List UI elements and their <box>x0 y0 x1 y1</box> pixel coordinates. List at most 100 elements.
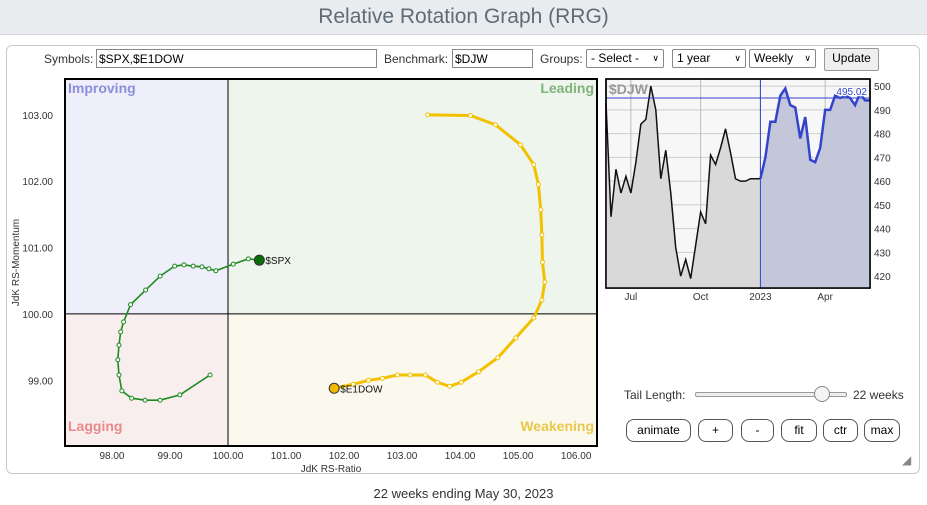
update-button[interactable]: Update <box>824 48 879 71</box>
tail-point <box>129 395 135 401</box>
tail-point <box>538 207 544 213</box>
benchmark-chart: 420 430 440 450 460 470 480 490 500 Jul Oct 2023 Apr… <box>605 78 891 303</box>
tail-point <box>190 263 196 269</box>
y-tick-label: 440 <box>874 225 891 236</box>
tail-point <box>394 372 400 378</box>
y-tick-label: 490 <box>874 106 891 117</box>
tail-point <box>118 329 124 335</box>
tail-point <box>422 372 428 378</box>
quadrant-label-improving: Improving <box>68 80 136 96</box>
animate-button[interactable]: animate <box>626 419 691 442</box>
tail-point <box>230 261 236 267</box>
tail-length-value: 22 weeks <box>853 388 904 402</box>
tail-point <box>531 162 537 168</box>
last-value-label: 495.02 <box>836 87 867 98</box>
tail-point <box>468 113 474 119</box>
center-button[interactable]: ctr <box>823 419 858 442</box>
frequency-select[interactable]: Weekly ∨ <box>749 49 816 68</box>
tail-point <box>213 268 219 274</box>
tail-point <box>157 397 163 403</box>
tail-point <box>181 262 187 268</box>
tail-point <box>542 279 548 285</box>
period-select[interactable]: 1 year ∨ <box>672 49 746 68</box>
tail-point <box>407 372 413 378</box>
benchmark-border <box>605 78 871 289</box>
y-tick-label: 99.00 <box>28 376 53 387</box>
fit-button[interactable]: fit <box>781 419 817 442</box>
tail-length-label: Tail Length: <box>624 388 686 402</box>
tail-point <box>539 232 545 238</box>
x-tick-label: 2023 <box>749 292 772 303</box>
frequency-value: Weekly <box>754 51 794 65</box>
tail-point <box>157 273 163 279</box>
tail-point <box>492 122 498 128</box>
plot-frame <box>64 78 598 447</box>
benchmark-symbol: $DJW <box>609 81 649 97</box>
series-label: $SPX <box>265 256 291 267</box>
tail-point <box>365 377 371 383</box>
x-tick-label: 102.00 <box>329 451 360 462</box>
tail-length-thumb[interactable] <box>813 386 830 402</box>
y-tick-label: 470 <box>874 153 891 164</box>
head-point <box>253 254 265 266</box>
groups-select[interactable]: - Select - ∨ <box>586 49 664 68</box>
tail-point <box>531 315 537 321</box>
page-title: Relative Rotation Graph (RRG) <box>0 0 927 35</box>
tail-point <box>517 142 523 148</box>
x-axis-label: JdK RS-Ratio <box>301 464 362 475</box>
tail-point <box>177 392 183 398</box>
x-tick-label: 103.00 <box>387 451 418 462</box>
zoom-out-button[interactable]: - <box>741 419 774 442</box>
y-tick-label: 100.00 <box>22 310 53 321</box>
chevron-down-icon: ∨ <box>734 53 741 63</box>
x-tick-label: 98.00 <box>99 451 124 462</box>
tail-point <box>379 375 385 381</box>
x-tick-label: Apr <box>817 292 833 303</box>
x-tick-label: 99.00 <box>157 451 182 462</box>
y-tick-label: 460 <box>874 177 891 188</box>
rrg-chart[interactable]: Improving Leading Lagging Weakening 98.00 99.… <box>0 0 927 480</box>
x-tick-label: 104.00 <box>445 451 476 462</box>
x-tick-label: 100.00 <box>213 451 244 462</box>
benchmark-input[interactable] <box>452 49 533 68</box>
zoom-in-button[interactable]: + <box>698 419 733 442</box>
max-button[interactable]: max <box>864 419 900 442</box>
x-tick-label: Oct <box>693 292 709 303</box>
tail-point <box>535 182 541 188</box>
history-area <box>606 86 761 288</box>
tail-point <box>142 397 148 403</box>
quadrant-improving <box>65 79 229 314</box>
x-tick-label: 106.00 <box>561 451 592 462</box>
y-tick-label: 420 <box>874 272 891 283</box>
history-line <box>605 85 761 279</box>
tail-length-slider[interactable] <box>695 392 847 397</box>
tail-point <box>116 342 122 348</box>
resize-handle-icon[interactable]: ◢ <box>902 453 912 467</box>
series-label: $E1DOW <box>340 384 383 395</box>
tail-point <box>434 379 440 385</box>
x-tick-label: 101.00 <box>271 451 302 462</box>
tail-point <box>513 335 519 341</box>
footer-caption: 22 weeks ending May 30, 2023 <box>373 486 554 501</box>
quadrant-label-leading: Leading <box>540 80 594 96</box>
chevron-down-icon: ∨ <box>652 53 659 63</box>
tail-point <box>206 266 212 272</box>
y-tick-label: 450 <box>874 201 891 212</box>
tail-point <box>425 112 431 118</box>
y-tick-label: 500 <box>874 82 891 93</box>
tail-point <box>539 259 545 265</box>
benchmark-label: Benchmark: <box>384 52 449 66</box>
tail-point <box>128 302 134 308</box>
x-tick-label: Jul <box>625 292 638 303</box>
tail-point <box>447 383 453 389</box>
y-tick-label: 102.00 <box>22 177 53 188</box>
tail-point <box>476 369 482 375</box>
tail-point <box>539 297 545 303</box>
tail-point <box>116 372 122 378</box>
y-tick-label: 480 <box>874 130 891 141</box>
quadrant-leading <box>228 79 598 314</box>
symbols-input[interactable] <box>96 49 377 68</box>
groups-value: - Select - <box>591 51 640 65</box>
tail-point <box>143 287 149 293</box>
tail-point <box>199 264 205 270</box>
